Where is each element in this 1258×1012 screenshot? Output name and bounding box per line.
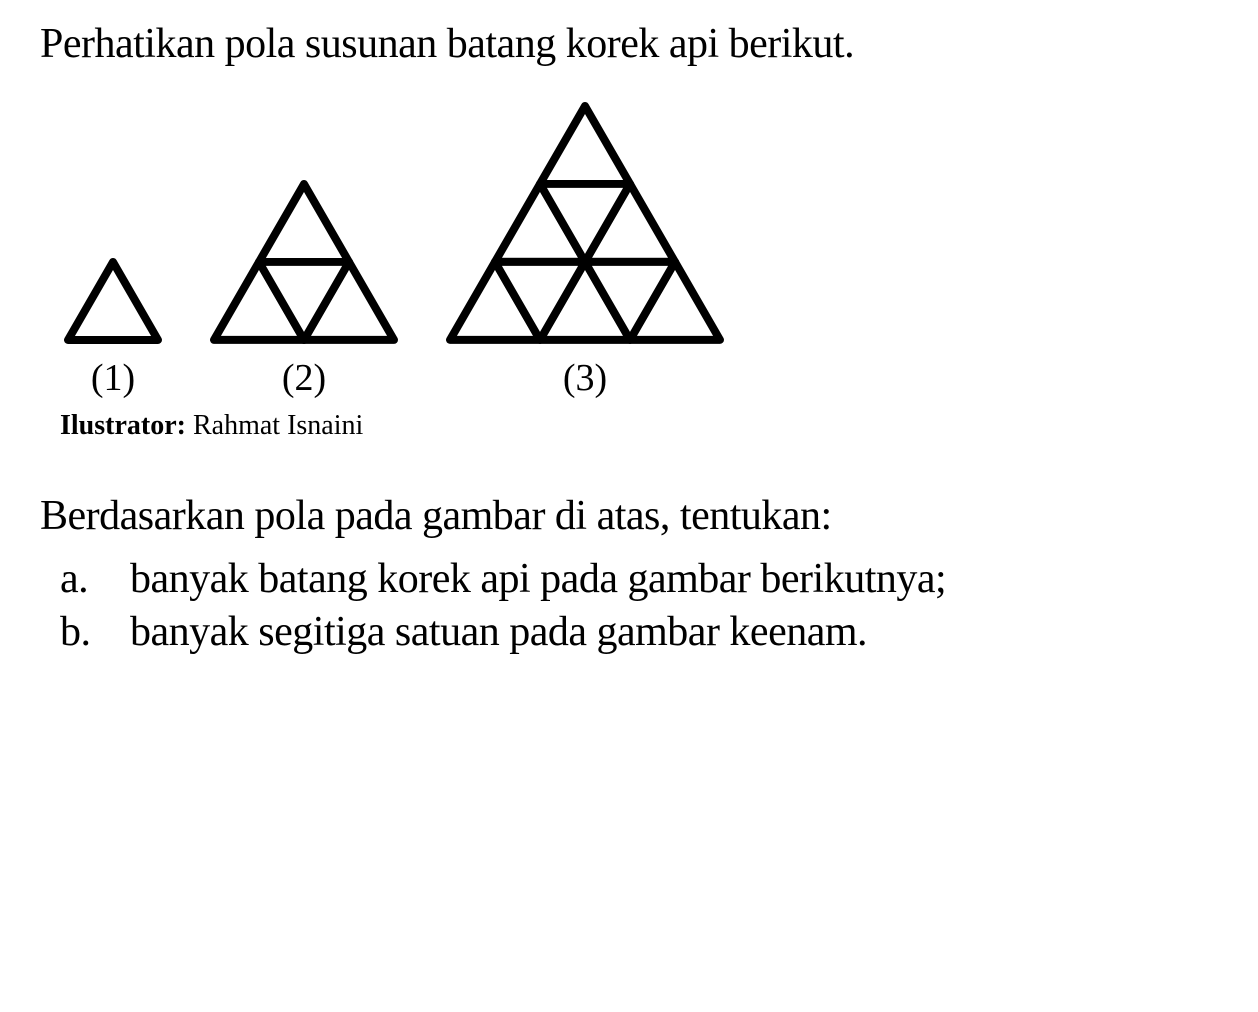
figure-3: (3) <box>442 98 728 400</box>
figure-label-1: (1) <box>91 356 135 400</box>
figure-label-3: (3) <box>563 356 607 400</box>
illustrator-name: Rahmat Isnaini <box>193 410 363 441</box>
title-text: Perhatikan pola susunan batang korek api… <box>40 20 1218 68</box>
figure-2: (2) <box>206 176 402 400</box>
illustrator-credit: Ilustrator: Rahmat Isnaini <box>40 410 1218 442</box>
figure-label-2: (2) <box>282 356 326 400</box>
question-list: a. banyak batang korek api pada gambar b… <box>40 555 1218 656</box>
triangle-pattern-1 <box>60 254 166 348</box>
figures-container: (1) (2) (3) <box>40 98 1218 400</box>
triangle-pattern-2 <box>206 176 402 348</box>
illustrator-label: Ilustrator: <box>60 410 186 441</box>
question-letter-b: b. <box>60 608 130 656</box>
question-a: a. banyak batang korek api pada gambar b… <box>60 555 1218 603</box>
question-letter-a: a. <box>60 555 130 603</box>
triangle-pattern-3 <box>442 98 728 348</box>
figure-1: (1) <box>60 254 166 400</box>
instruction-text: Berdasarkan pola pada gambar di atas, te… <box>40 492 1218 540</box>
question-b: b. banyak segitiga satuan pada gambar ke… <box>60 608 1218 656</box>
question-text-a: banyak batang korek api pada gambar beri… <box>130 555 1218 603</box>
question-text-b: banyak segitiga satuan pada gambar keena… <box>130 608 1218 656</box>
